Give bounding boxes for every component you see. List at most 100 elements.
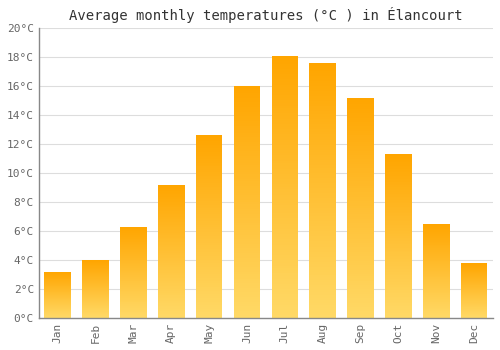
Bar (158, 239, 184, 241)
Bar (272, 74, 298, 77)
Bar (348, 107, 374, 109)
Bar (196, 155, 222, 158)
Bar (348, 128, 374, 131)
Bar (158, 191, 184, 193)
Bar (385, 249, 411, 251)
Bar (272, 205, 298, 208)
Bar (120, 285, 146, 286)
Bar (158, 207, 184, 209)
Bar (234, 163, 260, 165)
Bar (385, 316, 411, 318)
Bar (423, 270, 450, 271)
Bar (348, 263, 374, 265)
Bar (120, 240, 146, 241)
Bar (461, 267, 487, 268)
Bar (348, 186, 374, 188)
Bar (385, 222, 411, 223)
Bar (461, 303, 487, 304)
Bar (348, 150, 374, 153)
Bar (310, 282, 336, 285)
Bar (423, 278, 450, 279)
Bar (423, 263, 450, 264)
Bar (44, 305, 71, 306)
Bar (461, 297, 487, 298)
Bar (120, 276, 146, 277)
Bar (385, 233, 411, 234)
Bar (385, 241, 411, 243)
Bar (423, 259, 450, 260)
Bar (120, 282, 146, 283)
Bar (196, 181, 222, 183)
Bar (423, 241, 450, 242)
Bar (120, 253, 146, 254)
Bar (272, 200, 298, 203)
Bar (82, 282, 109, 283)
Bar (461, 282, 487, 283)
Bar (196, 239, 222, 241)
Bar (423, 297, 450, 298)
Bar (423, 279, 450, 280)
Bar (120, 244, 146, 245)
Bar (423, 285, 450, 286)
Bar (310, 236, 336, 239)
Bar (82, 283, 109, 284)
Bar (385, 288, 411, 290)
Bar (120, 250, 146, 251)
Bar (234, 293, 260, 295)
Bar (272, 271, 298, 273)
Bar (348, 122, 374, 124)
Bar (158, 281, 184, 282)
Bar (44, 317, 71, 318)
Bar (385, 271, 411, 272)
Bar (44, 288, 71, 289)
Bar (272, 168, 298, 171)
Bar (423, 313, 450, 314)
Bar (348, 210, 374, 212)
Bar (44, 308, 71, 309)
Bar (158, 251, 184, 253)
Bar (423, 234, 450, 235)
Bar (348, 254, 374, 256)
Bar (234, 211, 260, 214)
Bar (461, 295, 487, 296)
Bar (385, 302, 411, 303)
Bar (158, 214, 184, 215)
Bar (196, 227, 222, 229)
Bar (120, 288, 146, 289)
Bar (310, 287, 336, 290)
Bar (385, 205, 411, 206)
Bar (348, 312, 374, 314)
Bar (348, 276, 374, 278)
Bar (120, 306, 146, 307)
Bar (158, 205, 184, 206)
Bar (196, 164, 222, 167)
Bar (120, 241, 146, 242)
Bar (158, 209, 184, 210)
Bar (234, 223, 260, 225)
Bar (196, 250, 222, 252)
Bar (158, 211, 184, 213)
Bar (272, 100, 298, 103)
Bar (310, 168, 336, 170)
Bar (385, 166, 411, 167)
Bar (385, 176, 411, 177)
Bar (423, 266, 450, 267)
Bar (196, 248, 222, 250)
Bar (348, 126, 374, 128)
Bar (348, 261, 374, 263)
Bar (461, 305, 487, 306)
Bar (272, 247, 298, 250)
Bar (461, 308, 487, 309)
Bar (82, 266, 109, 267)
Bar (385, 243, 411, 244)
Bar (461, 286, 487, 287)
Bar (423, 249, 450, 250)
Bar (234, 230, 260, 232)
Bar (158, 233, 184, 234)
Bar (348, 272, 374, 274)
Bar (234, 283, 260, 286)
Bar (385, 246, 411, 247)
Bar (310, 257, 336, 259)
Bar (120, 302, 146, 303)
Bar (272, 171, 298, 174)
